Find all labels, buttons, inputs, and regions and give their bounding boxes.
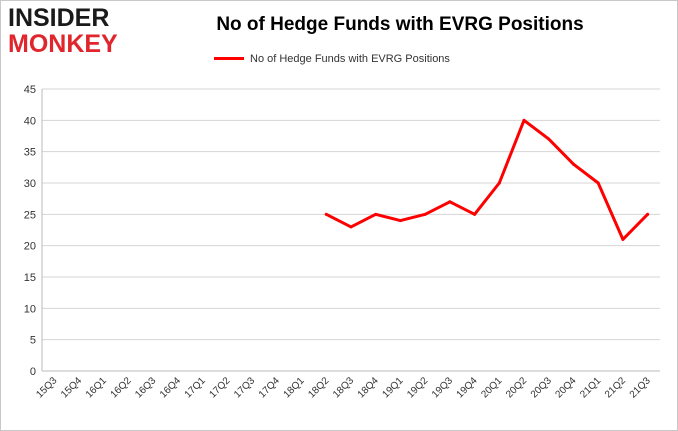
- x-tick-label: 20Q3: [529, 375, 554, 400]
- series-line: [324, 118, 650, 241]
- x-tick-label: 17Q3: [232, 375, 257, 400]
- y-tick-label: 0: [30, 366, 36, 378]
- x-tick-label: 15Q4: [59, 375, 84, 400]
- x-tick-label: 20Q1: [479, 375, 504, 400]
- x-tick-label: 19Q2: [405, 375, 430, 400]
- y-tick-label: 40: [24, 115, 36, 127]
- x-tick-label: 16Q1: [84, 375, 109, 400]
- y-tick-label: 15: [24, 272, 36, 284]
- x-tick-label: 16Q4: [158, 375, 183, 400]
- x-tick-label: 21Q2: [603, 375, 628, 400]
- y-tick-label: 20: [24, 241, 36, 253]
- y-tick-label: 35: [24, 147, 36, 159]
- y-tick-label: 5: [30, 335, 36, 347]
- x-tick-label: 18Q4: [356, 375, 381, 400]
- y-tick-label: 25: [24, 209, 36, 221]
- x-tick-label: 18Q2: [306, 375, 331, 400]
- data-point: [423, 212, 427, 216]
- data-point: [621, 237, 625, 241]
- legend-label: No of Hedge Funds with EVRG Positions: [250, 53, 450, 65]
- x-tick-label: 21Q3: [628, 375, 653, 400]
- y-tick-labels: 0 5 10 15 20 25 30 35 40 45: [24, 84, 36, 378]
- x-tick-label: 20Q4: [554, 375, 579, 400]
- x-tick-label: 20Q2: [504, 375, 529, 400]
- data-point: [398, 219, 402, 223]
- x-tick-label: 18Q1: [282, 375, 307, 400]
- insider-monkey-logo: INSIDER MONKEY: [8, 6, 128, 58]
- x-tick-label: 15Q3: [34, 375, 59, 400]
- data-point: [497, 181, 501, 185]
- data-point: [596, 181, 600, 185]
- axes: [41, 89, 660, 372]
- x-tick-label: 16Q2: [109, 375, 134, 400]
- x-tick-label: 18Q3: [331, 375, 356, 400]
- chart-title: No of Hedge Funds with EVRG Positions: [216, 14, 584, 35]
- series-layer: [324, 118, 650, 241]
- data-point: [571, 162, 575, 166]
- data-point: [473, 212, 477, 216]
- data-point: [374, 212, 378, 216]
- logo-line-1: INSIDER: [8, 4, 110, 32]
- logo-line-2: MONKEY: [8, 30, 118, 58]
- x-tick-labels: 15Q3 15Q4 16Q1 16Q2 16Q3 16Q4 17Q1 17Q2 17Q3 17Q4…: [34, 375, 653, 400]
- x-tick-label: 17Q2: [207, 375, 232, 400]
- data-point: [349, 225, 353, 229]
- y-tick-label: 30: [24, 178, 36, 190]
- data-point: [324, 212, 328, 216]
- data-point: [646, 212, 650, 216]
- legend-swatch: [214, 56, 244, 60]
- data-point: [547, 137, 551, 141]
- x-tick-label: 19Q3: [430, 375, 455, 400]
- grid-lines: [42, 88, 660, 372]
- chart-legend: No of Hedge Funds with EVRG Positions: [214, 53, 450, 69]
- y-tick-label: 45: [24, 84, 36, 96]
- data-point: [448, 200, 452, 204]
- y-tick-label: 10: [24, 303, 36, 315]
- x-tick-label: 21Q1: [578, 375, 603, 400]
- x-tick-label: 19Q4: [455, 375, 480, 400]
- x-tick-label: 17Q1: [183, 375, 208, 400]
- x-tick-label: 17Q4: [257, 375, 282, 400]
- x-tick-label: 16Q3: [133, 375, 158, 400]
- data-point: [522, 118, 526, 122]
- x-tick-label: 19Q1: [380, 375, 405, 400]
